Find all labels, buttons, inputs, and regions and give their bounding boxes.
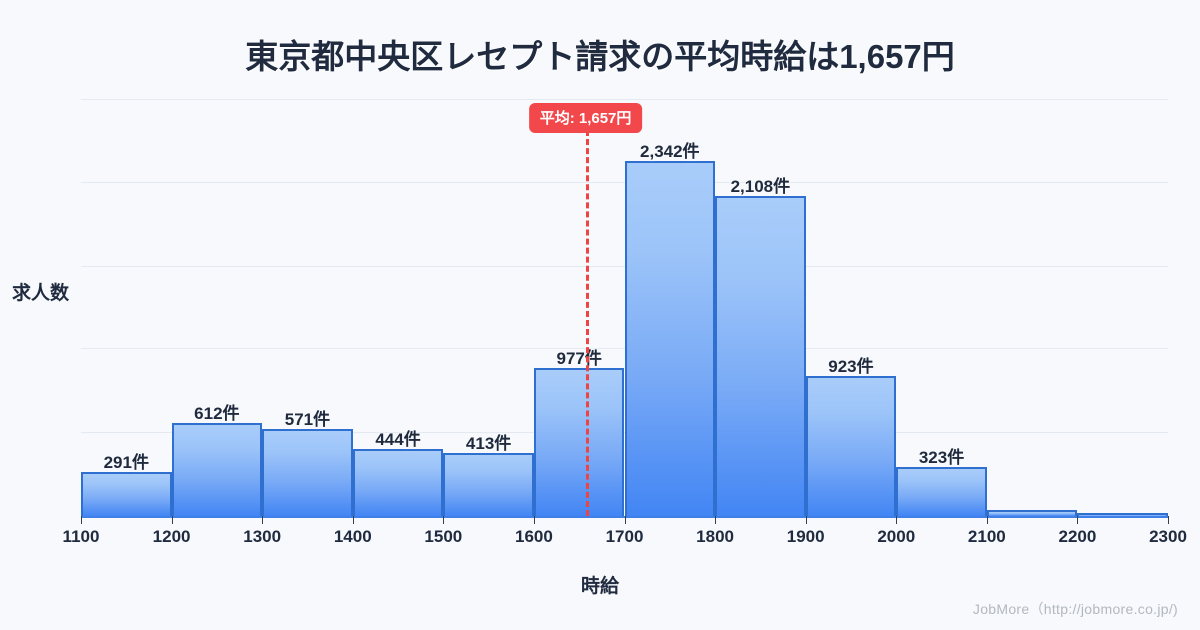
x-tick-label: 2200 <box>1058 527 1097 546</box>
bar-value-label: 923件 <box>828 357 874 377</box>
x-axis-title: 時給 <box>580 576 619 597</box>
histogram-bar[interactable] <box>352 448 444 516</box>
x-tick-mark <box>352 516 354 524</box>
histogram-bar[interactable] <box>262 429 353 516</box>
bar-value-label: 977件 <box>556 348 602 368</box>
histogram-bar[interactable] <box>896 467 987 516</box>
x-tick-mark <box>171 516 173 524</box>
histogram-bar[interactable] <box>443 453 534 516</box>
average-line <box>585 130 589 516</box>
x-tick-label: 1400 <box>333 527 372 546</box>
watermark: JobMore（http://jobmore.co.jp/) <box>972 601 1178 617</box>
bar-value-label: 2,342件 <box>640 141 700 161</box>
x-tick-mark <box>896 516 898 524</box>
x-tick-label: 1300 <box>243 527 282 546</box>
x-tick-label: 2100 <box>967 527 1006 546</box>
x-tick-mark <box>986 516 988 524</box>
x-tick-label: 1900 <box>786 527 825 546</box>
histogram-bar[interactable] <box>624 160 716 516</box>
histogram-bar[interactable] <box>715 196 806 516</box>
x-tick-label: 2300 <box>1149 527 1187 546</box>
bar-value-label: 291件 <box>103 452 149 472</box>
x-tick-label: 1500 <box>424 527 463 546</box>
x-tick-label: 1600 <box>514 527 553 546</box>
histogram-bar[interactable] <box>1077 512 1168 516</box>
x-tick-mark <box>81 516 82 524</box>
x-tick-mark <box>262 516 264 524</box>
bar-value-label: 444件 <box>375 429 421 449</box>
x-tick-label: 1700 <box>605 527 644 546</box>
y-axis-title: 求人数 <box>12 283 70 304</box>
x-tick-mark <box>624 516 626 524</box>
bar-value-label: 323件 <box>918 448 965 468</box>
x-tick-label: 1100 <box>62 527 100 546</box>
x-tick-mark <box>1168 516 1169 524</box>
x-tick-mark <box>715 516 717 524</box>
average-badge: 平均: 1,657円 <box>528 103 643 133</box>
bar-value-label: 612件 <box>194 404 240 424</box>
page-title: 東京都中央区レセプト請求の平均時給は1,657円 <box>245 38 955 75</box>
x-tick-label: 1200 <box>152 527 191 546</box>
histogram-bar[interactable] <box>81 471 172 516</box>
x-tick-label: 2000 <box>877 527 916 546</box>
histogram-bar[interactable] <box>171 423 263 516</box>
x-tick-mark <box>533 516 535 524</box>
x-tick-mark <box>1077 516 1079 524</box>
x-tick-mark <box>443 516 445 524</box>
bar-value-label: 571件 <box>284 410 331 430</box>
histogram-bar[interactable] <box>805 376 897 516</box>
x-tick-label: 1800 <box>696 527 734 546</box>
histogram-bar[interactable] <box>533 367 625 516</box>
bar-value-label: 2,108件 <box>730 177 791 197</box>
histogram-bar[interactable] <box>986 509 1078 516</box>
x-tick-mark <box>805 516 807 524</box>
gridline <box>81 99 1168 100</box>
bar-value-label: 413件 <box>465 434 512 454</box>
